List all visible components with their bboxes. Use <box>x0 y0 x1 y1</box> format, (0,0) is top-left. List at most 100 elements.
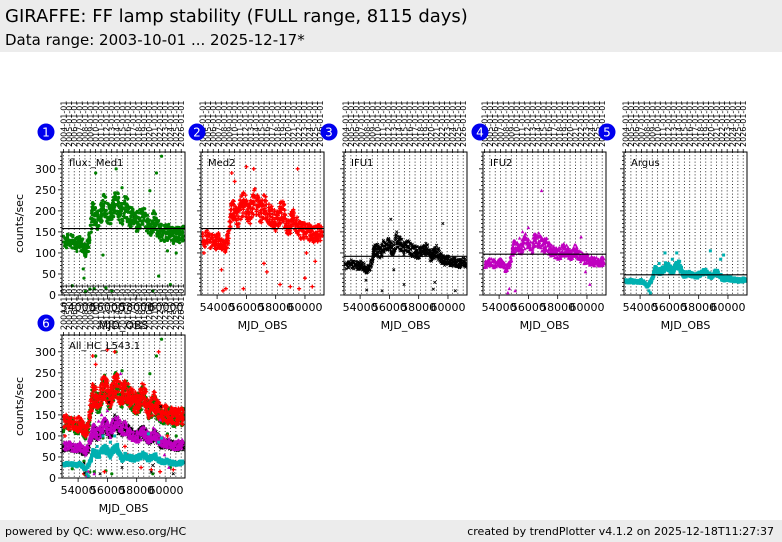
x-axis-label: MJD_OBS <box>520 319 570 332</box>
data-point <box>512 246 517 251</box>
data-point <box>150 231 154 235</box>
top-date-label: 2018-01-01 <box>696 101 705 148</box>
data-point <box>173 231 177 235</box>
data-point <box>530 247 535 251</box>
data-point <box>379 247 383 251</box>
data-point <box>353 263 357 267</box>
data-point <box>549 243 554 247</box>
data-point <box>423 245 427 250</box>
data-point <box>266 202 271 207</box>
data-point <box>125 202 129 206</box>
data-point <box>487 258 491 262</box>
data-point <box>280 199 285 204</box>
data-point <box>491 265 496 269</box>
data-point <box>526 237 531 241</box>
data-point <box>509 256 513 260</box>
data-point <box>561 253 565 258</box>
data-point <box>592 263 597 267</box>
data-point <box>523 237 528 241</box>
data-point <box>544 238 548 242</box>
data-point <box>317 223 322 228</box>
data-point <box>544 240 549 245</box>
data-point <box>505 268 510 272</box>
data-point <box>260 197 265 202</box>
top-date-label: 2017-01-01 <box>691 101 700 148</box>
top-date-label: 2020-01-01 <box>707 101 716 148</box>
data-point <box>263 198 268 203</box>
top-date-label: 2006-01-01 <box>352 101 361 148</box>
data-point <box>392 250 396 254</box>
data-point <box>225 234 230 239</box>
top-date-label: 2020-01-01 <box>145 284 154 331</box>
data-point <box>679 265 683 269</box>
data-point <box>109 221 113 226</box>
x-axis-label: MJD_OBS <box>381 319 431 332</box>
top-date-label: 2012-01-01 <box>102 284 111 331</box>
y-tick-label: 200 <box>35 205 56 218</box>
data-point <box>370 262 374 266</box>
panel-label: Med2 <box>208 158 236 169</box>
data-point <box>406 240 410 244</box>
top-date-label: 2007-01-01 <box>76 284 85 331</box>
data-point <box>376 250 380 255</box>
data-point <box>700 270 704 274</box>
chart-panel-1: 2004-01-012005-01-012006-01-012007-01-01… <box>13 101 186 333</box>
data-point <box>87 231 91 235</box>
data-point <box>558 256 563 260</box>
data-point <box>104 208 108 212</box>
chart-panel-3: 2004-01-012005-01-012006-01-012007-01-01… <box>320 101 468 332</box>
data-point <box>141 211 145 215</box>
data-point <box>405 244 410 249</box>
data-point <box>138 223 142 227</box>
data-point <box>376 242 380 247</box>
top-date-label: 2017-01-01 <box>129 101 138 148</box>
data-point <box>523 231 528 236</box>
data-point <box>231 199 236 204</box>
data-point <box>212 238 217 243</box>
data-point <box>643 282 647 286</box>
data-point <box>247 202 252 207</box>
data-point <box>713 274 717 278</box>
top-date-label: 2015-01-01 <box>400 101 409 148</box>
x-tick-label: 60000 <box>430 301 465 314</box>
data-point <box>670 257 674 261</box>
data-point <box>168 282 172 287</box>
data-point <box>396 242 400 246</box>
data-point <box>345 263 349 267</box>
data-point <box>100 203 104 207</box>
data-point <box>738 277 742 281</box>
data-point <box>77 426 82 431</box>
data-point <box>724 275 728 279</box>
top-date-label: 2016-01-01 <box>263 101 272 148</box>
data-point <box>303 231 308 236</box>
data-point <box>105 379 110 384</box>
data-point <box>507 263 512 268</box>
data-point <box>564 243 569 247</box>
data-point <box>244 164 249 169</box>
data-point <box>520 229 525 234</box>
data-point <box>665 262 669 266</box>
data-point <box>668 270 672 274</box>
data-point <box>106 221 110 225</box>
data-point <box>571 246 576 250</box>
top-date-label: 2011-01-01 <box>97 284 106 331</box>
data-point <box>718 276 722 280</box>
data-point <box>669 265 673 269</box>
data-point <box>233 204 238 209</box>
data-point <box>71 233 75 237</box>
data-point <box>380 289 384 293</box>
header-bar: GIRAFFE: FF lamp stability (FULL range, … <box>0 0 782 52</box>
x-tick-label: 58000 <box>401 301 436 314</box>
data-point <box>277 208 282 213</box>
top-date-label: 2020-01-01 <box>284 101 293 148</box>
data-point <box>115 378 120 383</box>
data-point <box>92 207 96 212</box>
data-point <box>582 261 587 265</box>
data-point <box>576 257 581 261</box>
data-point <box>116 198 120 202</box>
data-point <box>81 267 85 271</box>
top-date-label: 2019-01-01 <box>422 101 431 148</box>
data-point <box>213 241 218 246</box>
data-point <box>121 219 125 223</box>
data-point <box>75 242 79 247</box>
